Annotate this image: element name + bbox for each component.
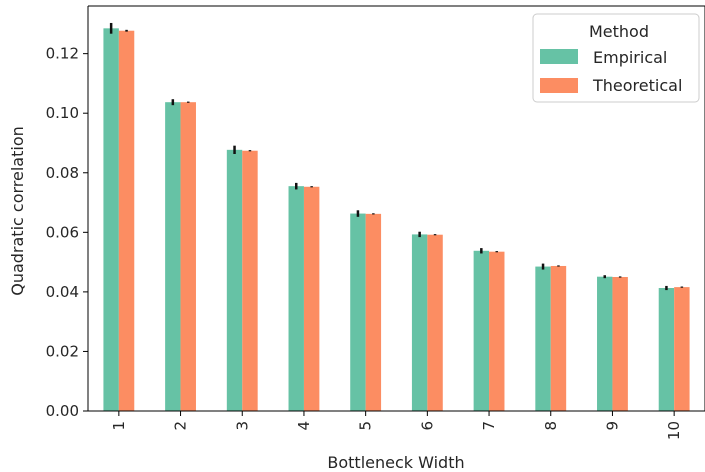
x-tick-label: 1 <box>110 421 128 431</box>
ticks-layer: 0.00 0.02 0.04 0.06 0.08 0.10 0.12 1 2 3 4 5 6 7 8 9 10 <box>46 45 684 440</box>
bar-empirical-9 <box>597 276 613 411</box>
bar-theoretical-5 <box>365 213 382 411</box>
y-tick-label: 0.08 <box>46 164 79 182</box>
bar-theoretical-9 <box>612 276 628 411</box>
x-tick-label: 9 <box>603 421 621 431</box>
y-tick-label: 0.04 <box>46 283 79 301</box>
legend-swatch-empirical <box>540 49 578 64</box>
x-tick-label: 6 <box>418 421 436 431</box>
bar-theoretical-10 <box>674 287 690 411</box>
bar-empirical-6 <box>411 234 428 411</box>
legend-label-empirical: Empirical <box>593 48 667 67</box>
x-tick-label: 7 <box>480 421 498 431</box>
x-tick-label: 2 <box>172 421 190 431</box>
bar-theoretical-3 <box>242 150 258 411</box>
legend-title: Method <box>589 22 649 41</box>
y-axis-label: Quadratic correlation <box>8 126 27 296</box>
x-tick-label: 3 <box>233 421 251 431</box>
bar-empirical-10 <box>658 288 675 411</box>
axes-layer <box>87 5 705 412</box>
y-tick-label: 0.06 <box>46 223 79 241</box>
x-tick-label: 4 <box>295 421 313 431</box>
bar-theoretical-6 <box>427 234 443 411</box>
bar-empirical-4 <box>288 186 304 411</box>
bar-theoretical-7 <box>489 251 505 411</box>
y-tick-label: 0.10 <box>46 104 79 122</box>
bars-layer <box>103 28 690 411</box>
bar-theoretical-2 <box>180 102 196 411</box>
bar-empirical-1 <box>103 28 119 411</box>
legend-label-theoretical: Theoretical <box>592 76 682 95</box>
bar-theoretical-4 <box>303 186 320 411</box>
x-tick-label: 8 <box>542 421 560 431</box>
bar-empirical-5 <box>350 213 366 411</box>
bar-theoretical-8 <box>550 265 567 411</box>
bar-empirical-8 <box>535 266 551 411</box>
legend: Method Empirical Theoretical <box>532 13 700 103</box>
x-axis-label: Bottleneck Width <box>327 453 464 472</box>
y-tick-label: 0.12 <box>46 45 79 63</box>
y-tick-label: 0.02 <box>46 342 79 360</box>
legend-swatch-theoretical <box>540 78 578 93</box>
bar-empirical-7 <box>473 250 490 411</box>
error-bars-layer <box>109 22 684 291</box>
bar-theoretical-1 <box>118 30 135 411</box>
y-tick-label: 0.00 <box>46 402 79 420</box>
bar-empirical-2 <box>165 102 181 411</box>
bar-empirical-3 <box>226 149 243 411</box>
x-tick-label: 10 <box>665 421 683 440</box>
x-tick-label: 5 <box>357 421 375 431</box>
